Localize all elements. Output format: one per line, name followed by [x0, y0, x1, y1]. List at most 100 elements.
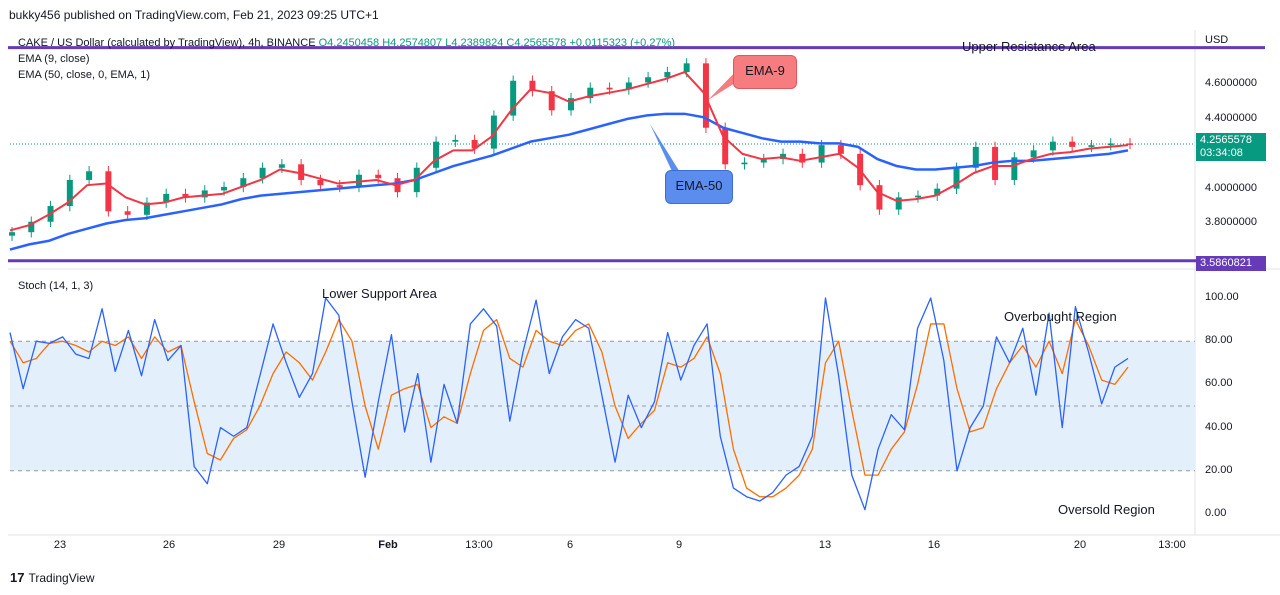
- candle-body: [606, 87, 613, 90]
- candle-body: [471, 139, 478, 149]
- ema50-tag-pointer: [650, 124, 686, 182]
- candle-body: [625, 82, 632, 90]
- candle-body: [683, 63, 690, 73]
- candle-body: [548, 91, 555, 111]
- candle-body: [433, 141, 440, 168]
- candle-body: [317, 179, 324, 186]
- candle-body: [105, 171, 112, 212]
- time-tick: 13:00: [465, 539, 493, 551]
- stoch-tick: 100.00: [1205, 291, 1239, 303]
- axis-currency: USD: [1205, 34, 1229, 46]
- candle-body: [163, 193, 170, 203]
- stoch-legend[interactable]: Stoch (14, 1, 3): [18, 280, 94, 292]
- candle-body: [66, 179, 73, 207]
- publish-info: bukky456 published on TradingView.com, F…: [9, 8, 379, 22]
- candle-body: [375, 174, 382, 179]
- oversold-label: Oversold Region: [1058, 502, 1155, 517]
- tradingview-logo-icon: 17: [10, 570, 25, 585]
- ohlc-open: O4.2450458: [318, 37, 380, 49]
- candle-body: [201, 190, 208, 198]
- candle-body: [1127, 143, 1133, 145]
- overbought-label: Overbought Region: [1004, 309, 1117, 324]
- time-tick: 16: [927, 539, 941, 551]
- upper-resistance-label: Upper Resistance Area: [962, 39, 1096, 54]
- candle-body: [86, 171, 93, 180]
- time-tick: 20: [1073, 539, 1087, 551]
- candle-body: [221, 186, 228, 191]
- price-tick: 4.0000000: [1205, 181, 1257, 194]
- candle-body: [587, 87, 594, 99]
- ema9-line: [9, 71, 1129, 232]
- candle-body: [895, 197, 902, 210]
- candle-body: [240, 178, 247, 187]
- candle-body: [914, 195, 921, 198]
- candle-body: [259, 167, 266, 179]
- candle-body: [568, 98, 574, 111]
- stoch-tick: 20.00: [1205, 463, 1233, 476]
- candle-body: [664, 72, 671, 78]
- time-tick: 13:00: [1158, 539, 1186, 551]
- ema50-line: [9, 112, 1129, 251]
- symbol-line: CAKE / US Dollar (calculated by TradingV…: [18, 35, 675, 51]
- candle-body: [182, 193, 189, 198]
- candle-body: [143, 202, 150, 215]
- symbol-title[interactable]: CAKE / US Dollar (calculated by TradingV…: [18, 37, 316, 49]
- candle-body: [1049, 141, 1056, 151]
- legend: CAKE / US Dollar (calculated by TradingV…: [18, 35, 675, 83]
- time-tick: 9: [675, 539, 683, 551]
- stoch-d-line: [9, 318, 1129, 498]
- chart-area[interactable]: [8, 30, 1280, 562]
- candle-body: [9, 232, 15, 236]
- stoch-tick: 60.00: [1205, 377, 1233, 390]
- price-tick: 4.6000000: [1205, 77, 1257, 90]
- candle-body: [799, 153, 806, 163]
- time-tick: 29: [272, 539, 286, 551]
- candle-body: [1088, 145, 1095, 147]
- stoch-tick: 80.00: [1205, 334, 1233, 347]
- ema50-legend[interactable]: EMA (50, close, 0, EMA, 1): [18, 69, 151, 81]
- ema9-tag: EMA-9: [733, 55, 797, 89]
- price-tick: 4.4000000: [1205, 112, 1257, 125]
- candle-body: [780, 153, 787, 160]
- candle-body: [760, 159, 767, 163]
- ema50-tag: EMA-50: [665, 170, 733, 204]
- price-tick: 3.8000000: [1205, 216, 1257, 229]
- brand-name: TradingView: [28, 570, 95, 585]
- candle-body: [1069, 141, 1076, 147]
- footer-brand[interactable]: 17 TradingView: [10, 570, 95, 585]
- support-price-label: 3.5860821: [1196, 256, 1266, 271]
- candle-body: [741, 162, 748, 165]
- candle-body: [818, 145, 825, 163]
- candle-body: [645, 77, 652, 83]
- stoch-tick: 40.00: [1205, 420, 1233, 433]
- time-tick: 26: [162, 539, 176, 551]
- last-price-label: 4.2565578 03:34:08: [1196, 133, 1266, 161]
- candle-body: [934, 188, 941, 196]
- candle-body: [1030, 150, 1037, 158]
- ema9-legend[interactable]: EMA (9, close): [18, 53, 90, 65]
- time-tick: 13: [818, 539, 832, 551]
- bar-countdown: 03:34:08: [1200, 147, 1243, 159]
- candle-body: [972, 146, 979, 168]
- lower-support-label: Lower Support Area: [322, 286, 437, 301]
- time-tick: 6: [566, 539, 574, 551]
- ohlc-high: H4.2574807: [382, 37, 443, 49]
- stoch-k-line: [9, 297, 1129, 511]
- last-price: 4.2565578: [1200, 134, 1252, 146]
- stoch-tick: 0.00: [1205, 507, 1227, 519]
- time-tick: Feb: [378, 539, 398, 551]
- ohlc-close: C4.2565578: [506, 37, 567, 49]
- candle-body: [510, 80, 517, 116]
- ohlc-low: L4.2389824: [445, 37, 504, 49]
- candle-body: [837, 145, 844, 154]
- candle-body: [953, 167, 960, 189]
- candle-body: [124, 211, 131, 215]
- candle-body: [298, 164, 305, 180]
- candle-body: [722, 127, 729, 165]
- chart-canvas[interactable]: [8, 30, 1280, 562]
- candle-body: [1107, 143, 1114, 146]
- candle-body: [529, 80, 536, 92]
- candle-body: [336, 185, 343, 187]
- ohlc-change: +0.0115323 (+0.27%): [569, 37, 676, 49]
- candle-body: [278, 164, 285, 168]
